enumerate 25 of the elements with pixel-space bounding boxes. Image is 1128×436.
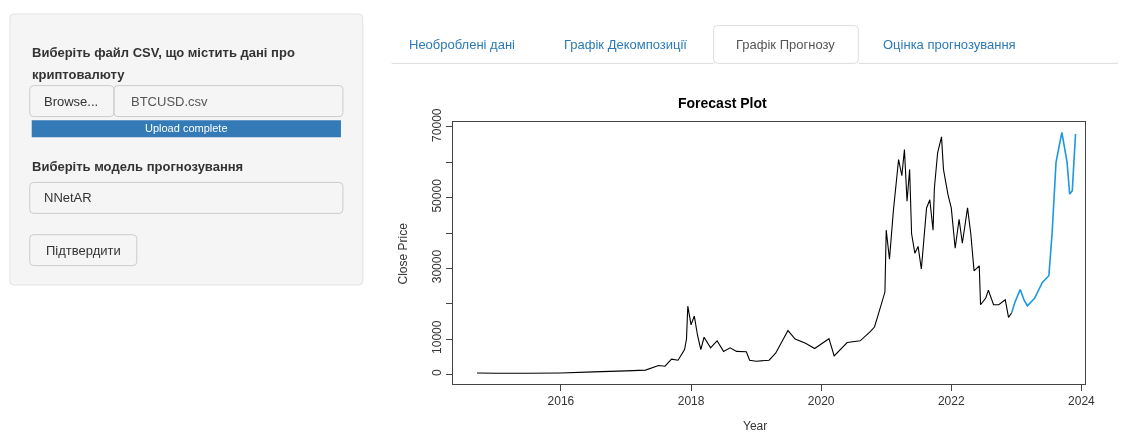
x-tick-label: 2016 (547, 394, 575, 409)
text: Виберіть модель прогнозування (32, 159, 244, 174)
text: Browse... (44, 94, 99, 109)
text: Виберіть файл CSV, що містить дані про (32, 45, 295, 60)
x-tick-label: 2020 (807, 394, 835, 409)
text: криптовалюту (32, 67, 126, 82)
y-axis-title: Close Price (396, 222, 411, 285)
chart-title: Forecast Plot (678, 95, 768, 111)
x-axis-title: Year (743, 419, 768, 433)
y-tick-label: 0 (430, 368, 445, 376)
text: NNetAR (44, 190, 92, 205)
x-tick-label: 2024 (1068, 394, 1096, 409)
x-tick-label: 2018 (677, 394, 705, 409)
text: BTCUSD.csv (131, 94, 209, 109)
text: Підтвердити (46, 243, 121, 258)
y-tick-label: 30000 (430, 249, 445, 284)
text: Необроблені дані (409, 37, 516, 52)
text: Оцінка прогнозування (883, 37, 1016, 52)
y-tick-label: 10000 (430, 320, 445, 354)
x-tick-label: 2022 (937, 394, 965, 409)
text: Графік Декомпозиції (564, 37, 688, 52)
text: Графік Прогнозу (736, 37, 836, 52)
text: Upload complete (145, 122, 228, 134)
y-tick-label: 50000 (430, 178, 445, 213)
y-tick-label: 70000 (430, 108, 445, 142)
